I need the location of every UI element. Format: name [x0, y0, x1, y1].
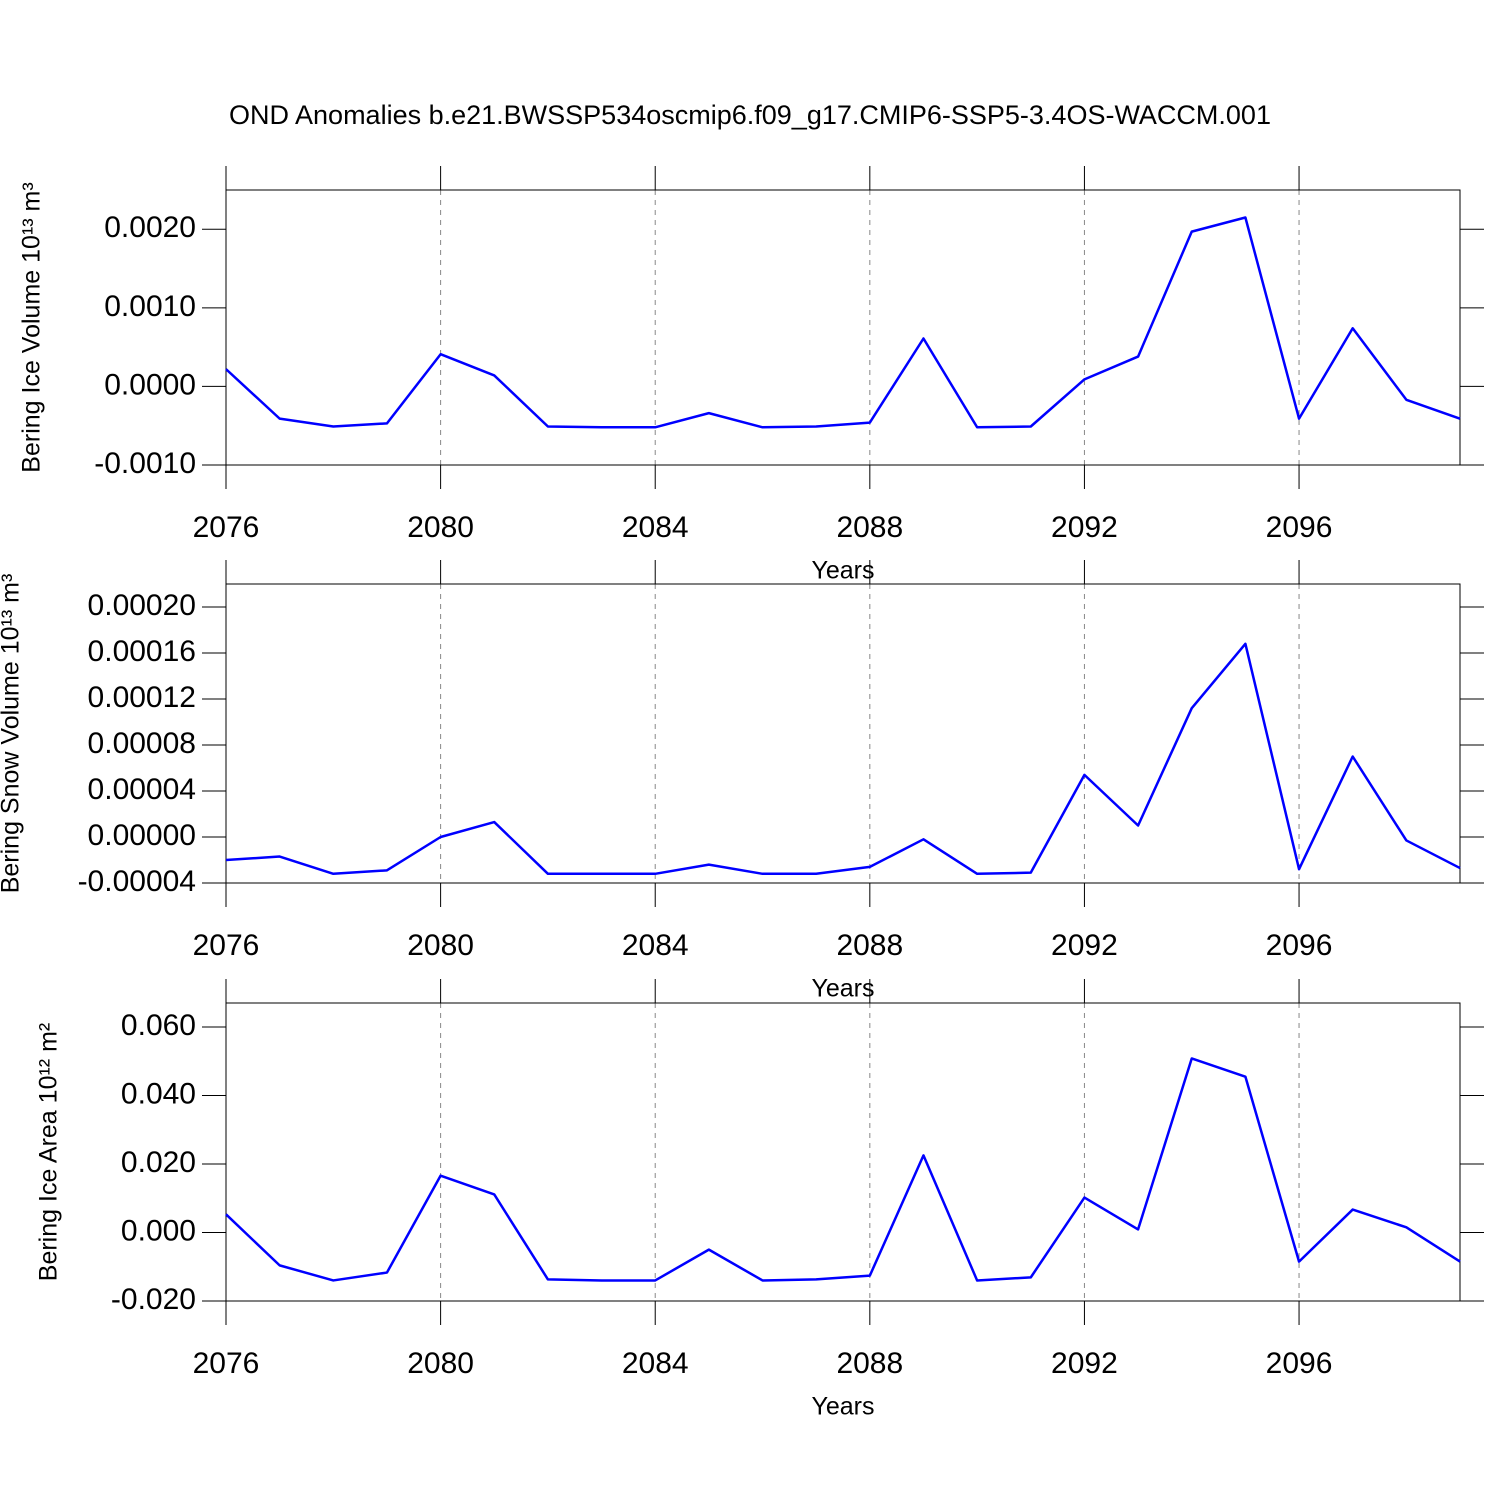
x-tick-label: 2096 [1266, 929, 1333, 962]
x-tick-label: 2096 [1266, 1347, 1333, 1380]
y-tick-label: -0.0010 [94, 447, 196, 480]
data-line [225, 1057, 1461, 1282]
x-axis-label: Years [811, 557, 874, 585]
x-tick-label: 2088 [836, 929, 903, 962]
y-tick-label: 0.060 [121, 1009, 196, 1042]
x-tick-label: 2088 [836, 511, 903, 544]
x-axis-label: Years [811, 1393, 874, 1421]
plot-frame [225, 1002, 1461, 1302]
x-axis-label: Years [811, 975, 874, 1003]
x-tick-label: 2076 [193, 1347, 260, 1380]
y-tick-label: -0.020 [111, 1283, 196, 1316]
x-tick-label: 2080 [407, 511, 474, 544]
y-axis-label: Bering Ice Area 10¹² m² [35, 1023, 63, 1281]
y-tick-label: 0.0000 [104, 368, 196, 401]
x-tick-label: 2084 [622, 511, 689, 544]
plot-frame [225, 189, 1461, 466]
x-tick-label: 2092 [1051, 511, 1118, 544]
x-tick-label: 2092 [1051, 1347, 1118, 1380]
x-tick-label: 2084 [622, 1347, 689, 1380]
y-tick-label: 0.00000 [88, 819, 196, 852]
x-tick-label: 2076 [193, 929, 260, 962]
x-tick-label: 2088 [836, 1347, 903, 1380]
chart-title: OND Anomalies b.e21.BWSSP534oscmip6.f09_… [229, 100, 1271, 130]
x-tick-label: 2084 [622, 929, 689, 962]
y-tick-label: 0.00012 [88, 681, 196, 714]
x-tick-label: 2080 [407, 1347, 474, 1380]
y-axis-label: Bering Snow Volume 10¹³ m³ [0, 574, 25, 894]
y-tick-label: 0.00004 [88, 773, 196, 806]
x-tick-label: 2092 [1051, 929, 1118, 962]
x-tick-label: 2080 [407, 929, 474, 962]
y-tick-label: 0.0020 [104, 211, 196, 244]
y-tick-label: 0.00008 [88, 727, 196, 760]
y-axis-label: Bering Ice Volume 10¹³ m³ [18, 182, 46, 472]
y-tick-label: 0.000 [121, 1214, 196, 1247]
y-tick-label: 0.0010 [104, 290, 196, 323]
data-line [225, 216, 1461, 429]
y-tick-label: -0.00004 [78, 865, 196, 898]
plot-frame [225, 583, 1461, 884]
y-tick-label: 0.00020 [88, 589, 196, 622]
data-line [225, 642, 1461, 876]
y-tick-label: 0.00016 [88, 635, 196, 668]
y-tick-label: 0.040 [121, 1077, 196, 1110]
y-tick-label: 0.020 [121, 1146, 196, 1179]
x-tick-label: 2076 [193, 511, 260, 544]
x-tick-label: 2096 [1266, 511, 1333, 544]
